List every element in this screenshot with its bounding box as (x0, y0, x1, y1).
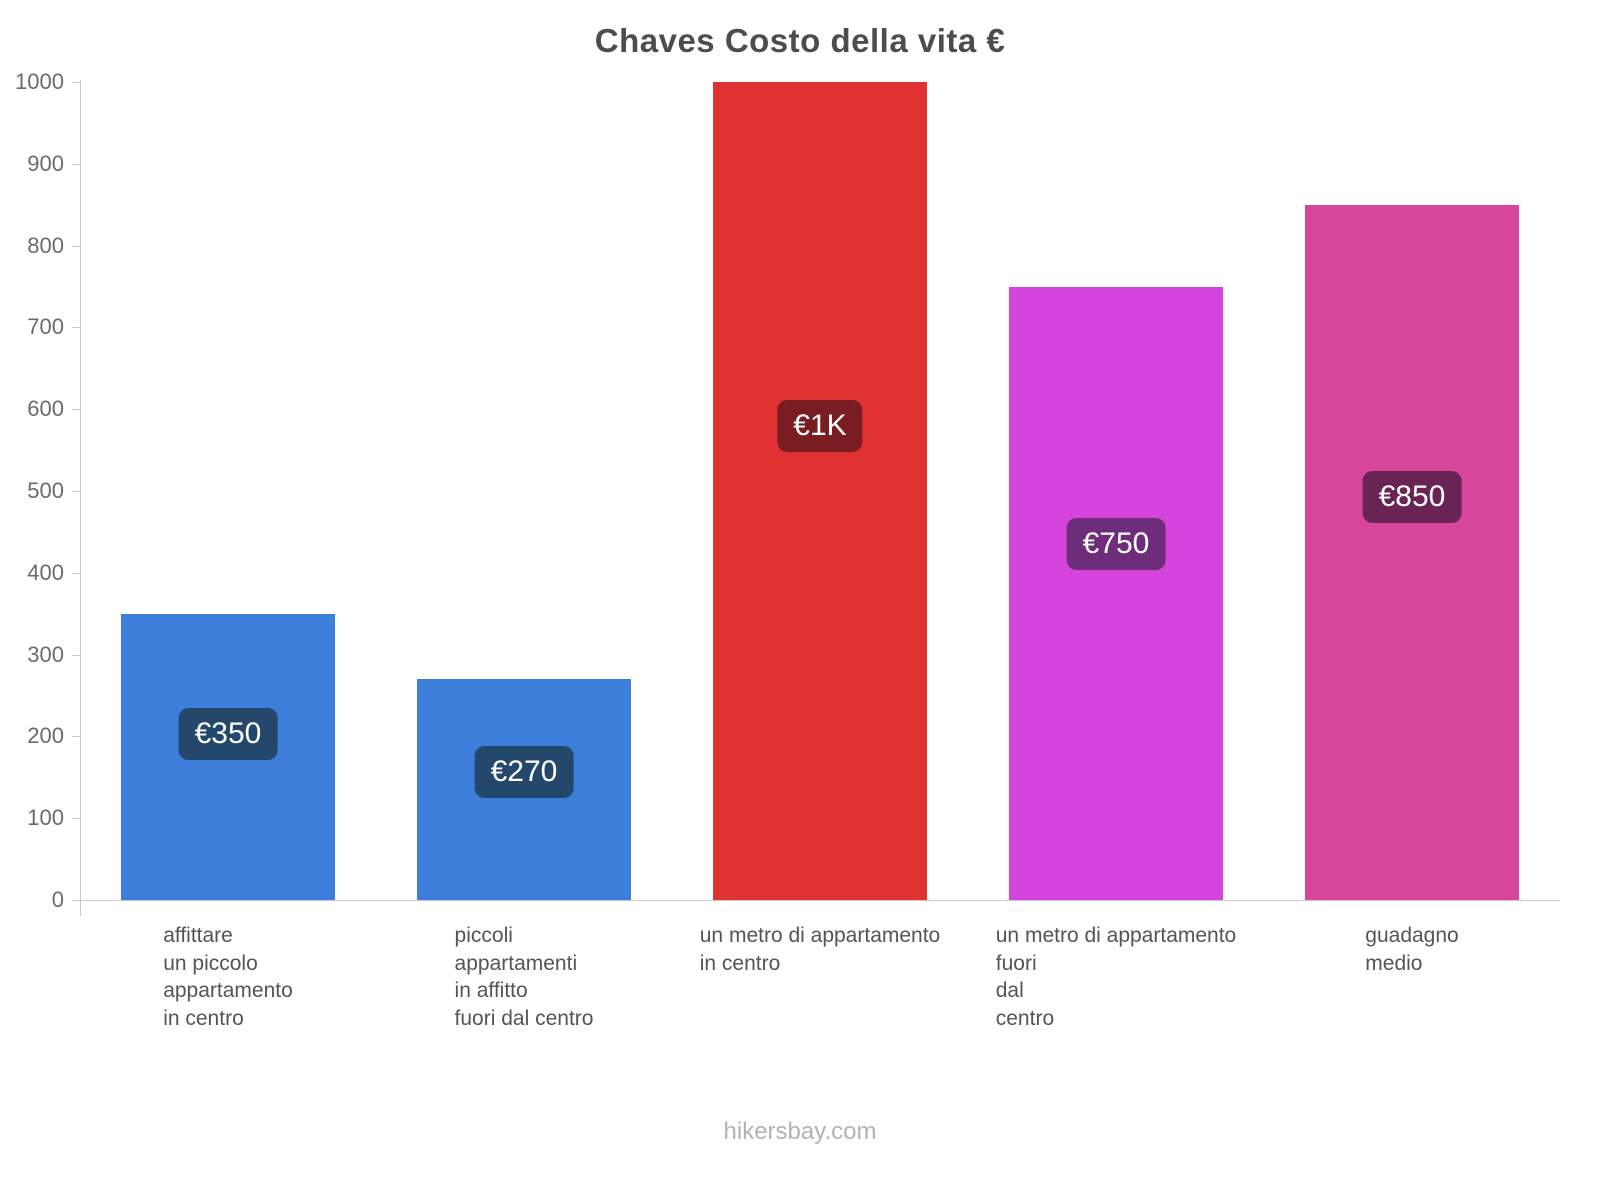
category-label-line: guadagno (1365, 924, 1459, 947)
category-label-line: fuori dal centro (454, 1006, 594, 1030)
y-tick-mark (72, 163, 80, 165)
y-tick-label: 400 (27, 559, 64, 585)
category-label-line: dal (995, 979, 1024, 1002)
bar-value-label: €270 (474, 745, 574, 798)
category-label: affittare un piccolo appartamento in centro (163, 922, 293, 1032)
y-tick-mark (72, 654, 80, 656)
bar-value-label: €750 (1066, 518, 1166, 571)
bar-value-label: €1K (777, 399, 863, 452)
y-tick-mark (72, 409, 80, 411)
y-tick-label: 900 (27, 150, 64, 176)
category-label-line: fuori (995, 951, 1037, 975)
y-tick-label: 300 (27, 641, 64, 667)
bar (1305, 204, 1519, 900)
watermark-hikersbay: hikersbay.com (723, 1118, 877, 1145)
category-label: piccoli appartamenti in affitto fuori dal c… (455, 922, 594, 1032)
category-label: un metro di appartamento in centro (700, 922, 940, 977)
category-label: guadagno medio (1365, 922, 1458, 977)
category-label-line: appartamenti (454, 951, 578, 975)
y-tick-mark (72, 572, 80, 574)
y-tick-mark (72, 327, 80, 329)
category-label-line: centro (995, 1006, 1055, 1030)
y-tick-mark (72, 82, 80, 83)
chart-title: Chaves Costo della vita € (594, 22, 1006, 59)
bar-value-label: €350 (178, 707, 278, 760)
y-tick-mark (72, 491, 80, 492)
y-tick-mark (72, 245, 80, 247)
category-label-line: medio (1365, 951, 1423, 975)
y-tick-mark (72, 736, 80, 738)
category-label-line: un piccolo (163, 951, 258, 975)
category-label-line: in centro (163, 1006, 244, 1030)
y-axis-line (80, 80, 81, 916)
bar (713, 82, 927, 900)
category-label-line: affittare (163, 924, 233, 947)
category-label-line: in affitto (454, 979, 528, 1002)
bar-value-label: €850 (1362, 470, 1462, 523)
y-tick-mark (72, 818, 80, 820)
bar (1009, 286, 1223, 900)
y-tick-mark (72, 900, 80, 901)
y-tick-label: 0 (51, 887, 64, 912)
y-tick-label: 100 (27, 805, 64, 831)
category-label-line: un metro di appartamento (699, 924, 941, 947)
y-tick-label: 800 (27, 232, 64, 258)
y-tick-label: 1000 (15, 69, 64, 94)
x-axis-baseline (80, 900, 1560, 901)
category-label-line: appartamento (163, 979, 293, 1002)
y-tick-label: 600 (27, 396, 64, 422)
category-label: un metro di appartamento fuori dal centro (996, 922, 1236, 1032)
category-label-line: un metro di appartamento (995, 924, 1237, 947)
y-tick-label: 500 (27, 478, 64, 503)
y-tick-label: 700 (27, 314, 64, 340)
y-tick-label: 200 (27, 723, 64, 749)
category-label-line: piccoli (454, 924, 513, 947)
category-label-line: in centro (699, 951, 781, 975)
